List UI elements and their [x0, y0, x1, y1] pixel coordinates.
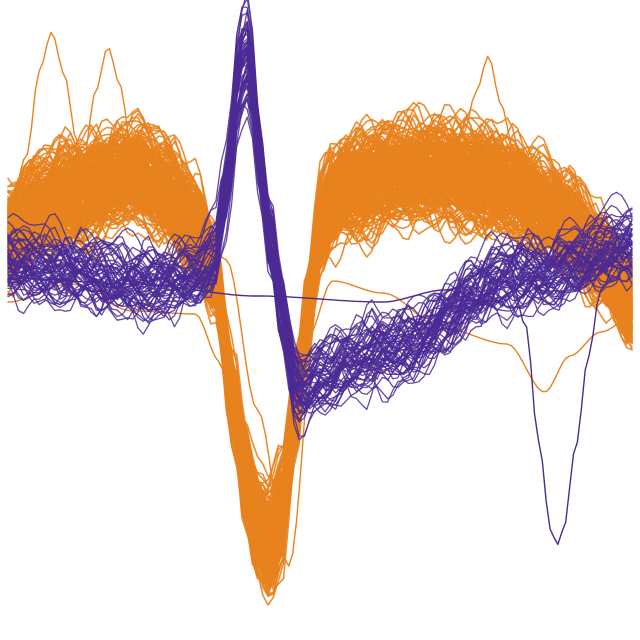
waveform-trace — [7, 154, 633, 587]
waveform-trace — [7, 50, 633, 368]
outlier-trace — [7, 31, 633, 567]
waveform-trace — [7, 140, 633, 551]
outlier-trace — [7, 241, 633, 546]
waveform-trace — [7, 78, 633, 377]
waveform-trace — [7, 58, 633, 407]
waveform-trace — [7, 49, 633, 412]
waveform-trace — [7, 33, 633, 421]
waveform-trace — [7, 178, 633, 554]
waveform-trace — [7, 21, 633, 386]
waveform-trace — [7, 45, 633, 383]
waveform-trace — [7, 6, 633, 410]
outlier-trace — [7, 280, 633, 585]
series-orange-traces — [7, 31, 633, 606]
waveform-trace — [7, 93, 633, 400]
waveform-trace — [7, 146, 633, 484]
waveform-trace — [7, 72, 633, 414]
waveform-trace — [7, 182, 633, 521]
waveform-trace — [7, 101, 633, 531]
series-purple-traces — [7, 0, 633, 546]
